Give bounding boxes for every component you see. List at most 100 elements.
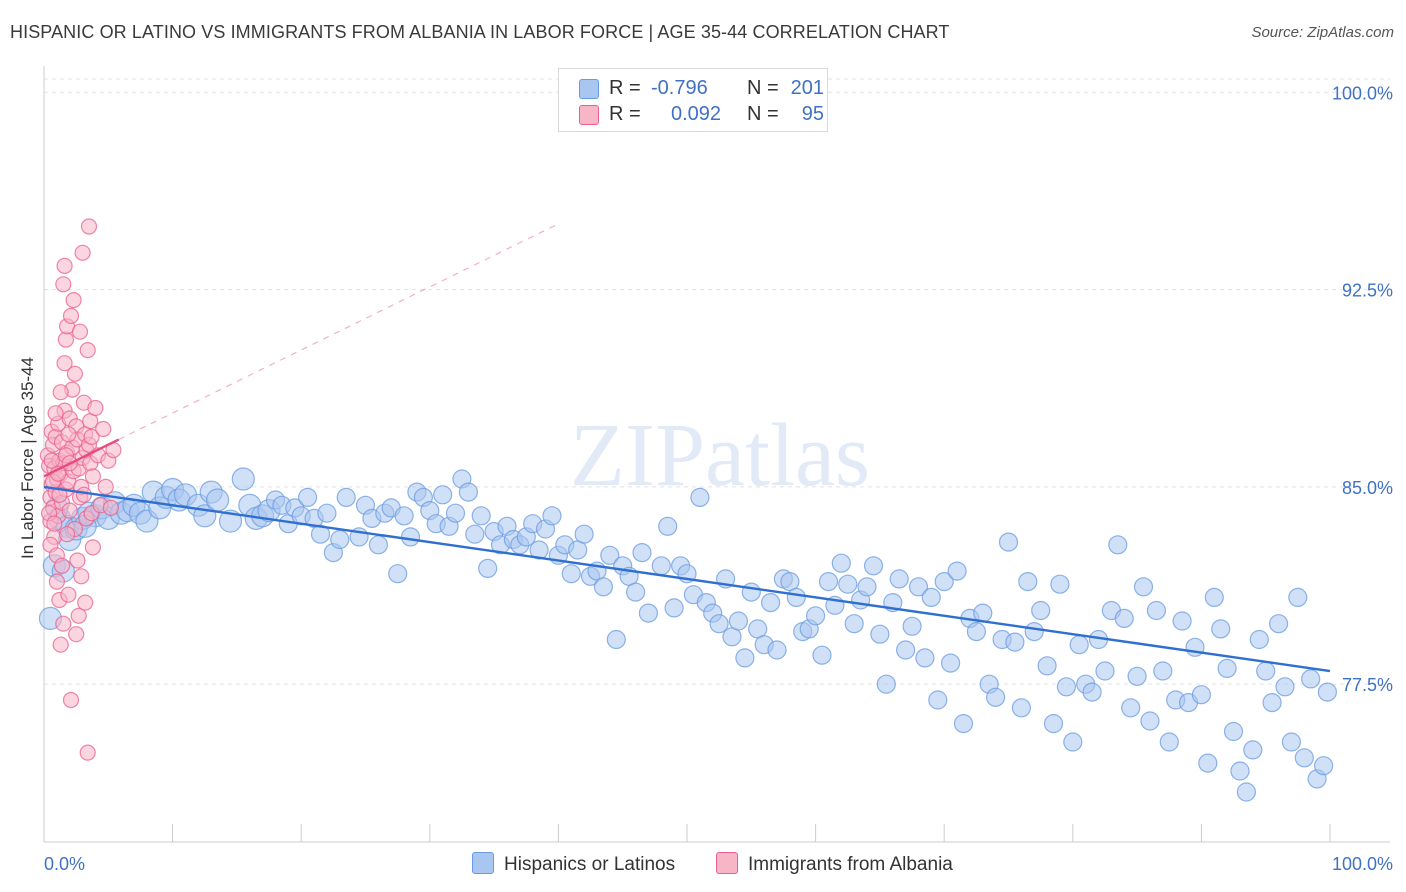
data-point	[908, 577, 929, 597]
data-point	[43, 452, 60, 469]
series-hispanics	[38, 467, 1338, 802]
data-point	[84, 468, 102, 485]
data-point	[953, 713, 974, 734]
data-point	[1211, 619, 1231, 639]
data-point	[928, 690, 948, 710]
legend-r-label: R =	[609, 103, 641, 125]
data-point	[336, 487, 356, 507]
data-point	[889, 569, 909, 589]
data-point	[79, 744, 96, 761]
data-point	[47, 405, 64, 422]
data-point	[664, 598, 684, 618]
legend-n-label: N =	[747, 77, 779, 99]
data-point	[97, 478, 114, 495]
data-point	[62, 691, 80, 709]
data-point	[857, 577, 877, 597]
data-point	[1095, 661, 1115, 681]
data-point	[330, 529, 350, 550]
data-point	[61, 502, 78, 519]
y-tick-label: 85.0%	[1342, 478, 1393, 498]
data-point	[1082, 682, 1102, 702]
data-point	[1127, 666, 1147, 686]
data-point	[1275, 677, 1295, 697]
data-point	[844, 614, 864, 634]
data-point	[915, 648, 935, 668]
data-point	[71, 323, 89, 340]
data-point	[68, 626, 85, 643]
grid-lines	[44, 78, 1390, 685]
data-point	[632, 542, 652, 563]
data-point	[1133, 577, 1154, 597]
data-point	[206, 488, 230, 512]
data-point	[74, 244, 91, 261]
data-point	[1031, 600, 1051, 621]
data-point	[368, 535, 388, 555]
data-point	[1121, 698, 1141, 718]
data-point	[51, 486, 68, 503]
data-point	[46, 515, 63, 532]
data-point	[1114, 608, 1134, 629]
data-point	[1172, 611, 1192, 631]
data-point	[1230, 761, 1250, 781]
data-point	[317, 503, 337, 523]
data-point	[465, 524, 485, 544]
data-point	[574, 524, 594, 544]
data-point	[966, 621, 987, 642]
data-point	[58, 526, 76, 543]
legend-n-label: N =	[747, 103, 779, 125]
data-point	[84, 539, 102, 556]
data-point	[1262, 692, 1282, 713]
x-tick-label: 0.0%	[44, 854, 85, 874]
data-point	[902, 616, 922, 636]
data-point	[1191, 685, 1212, 705]
data-point	[593, 577, 614, 597]
data-point	[818, 571, 839, 592]
data-point	[60, 426, 77, 443]
correlation-legend: R = -0.796 N = 201 R = 0.092 N = 95	[558, 68, 828, 132]
data-point	[1146, 600, 1167, 621]
data-point	[1018, 571, 1038, 592]
data-point	[870, 624, 890, 644]
data-point	[52, 636, 69, 653]
data-point	[1217, 658, 1237, 679]
data-point	[388, 564, 408, 584]
data-point	[478, 558, 498, 579]
data-point	[56, 355, 73, 372]
y-axis-title: In Labor Force | Age 35-44	[18, 357, 37, 559]
data-point	[87, 399, 104, 417]
trend-line	[43, 438, 120, 478]
data-point	[1317, 682, 1338, 702]
trend-line	[43, 485, 1331, 673]
legend-r-value: 0.092	[671, 103, 722, 125]
data-point	[65, 292, 82, 309]
data-point	[310, 524, 331, 544]
legend-r-label: R =	[609, 77, 641, 99]
data-point	[298, 487, 318, 507]
bottom-legend-swatch-albania	[716, 852, 738, 874]
data-point	[561, 564, 581, 584]
bottom-legend-label-hispanic: Hispanics or Latinos	[504, 854, 676, 875]
data-point	[606, 629, 626, 650]
watermark: ZIPatlas	[570, 406, 870, 505]
data-point	[838, 574, 858, 594]
data-point	[1313, 756, 1334, 776]
data-point	[600, 545, 620, 565]
data-point	[786, 587, 806, 608]
y-tick-label: 77.5%	[1342, 675, 1393, 695]
data-point	[735, 648, 755, 668]
data-point	[75, 486, 93, 503]
data-point	[921, 587, 941, 608]
data-point	[1159, 732, 1179, 752]
data-point	[1256, 661, 1276, 681]
bottom-legend-hispanic: Hispanics or Latinos	[472, 852, 675, 876]
bottom-legend-albania: Immigrants from Albania	[716, 852, 953, 876]
data-point	[767, 640, 787, 660]
bottom-legend-label-albania: Immigrants from Albania	[748, 854, 953, 875]
data-point	[56, 257, 73, 274]
data-point	[1069, 635, 1089, 655]
data-point	[1050, 574, 1070, 594]
trend-layer	[43, 223, 1331, 673]
data-point	[947, 561, 967, 581]
bottom-legend-swatch-hispanic	[472, 852, 494, 874]
series-layer	[38, 218, 1338, 802]
